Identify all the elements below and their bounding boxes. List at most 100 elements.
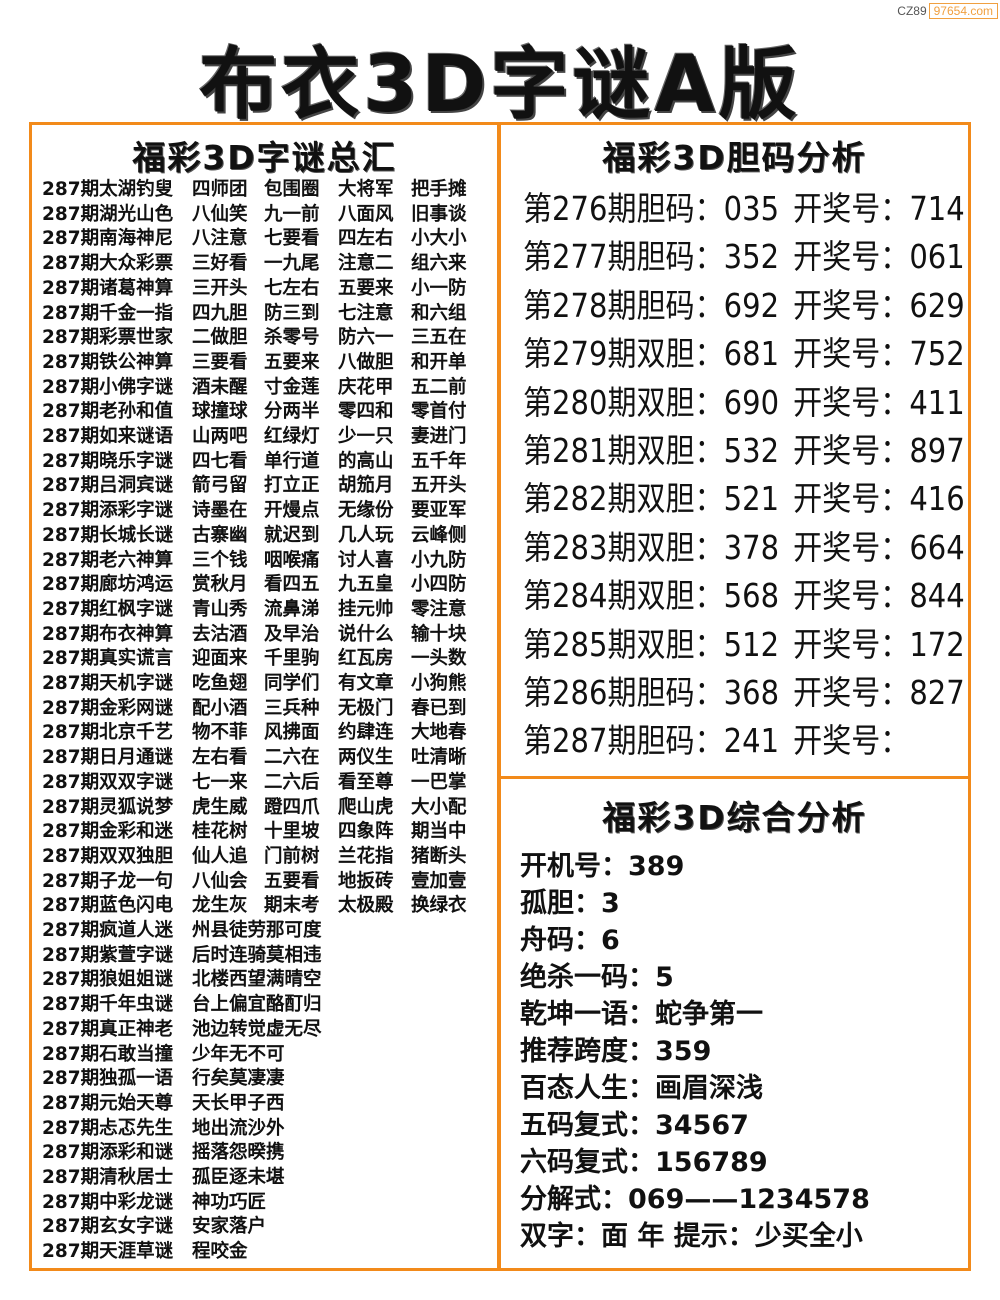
dan-label: 第284期双胆： <box>523 576 724 616</box>
riddle-clue: 几人玩 <box>338 524 394 546</box>
riddle-clue: 地出流沙外 <box>192 1117 285 1139</box>
riddle-source: 287期双双独胆 <box>42 845 174 867</box>
dan-code: 378 <box>723 527 780 567</box>
riddle-clue: 虎生威 <box>192 796 248 818</box>
prize-label: 开奖号： <box>793 431 910 470</box>
riddle-clue: 流鼻涕 <box>264 598 320 620</box>
riddle-source: 287期彩票世家 <box>42 327 174 349</box>
dan-code: 692 <box>723 285 780 325</box>
riddle-clue: 八仙会 <box>192 870 248 892</box>
riddle-clue: 青山秀 <box>192 598 248 620</box>
watermark-site[interactable]: 97654.com <box>928 3 998 19</box>
dan-code: 690 <box>723 382 780 422</box>
riddle-clue: 三五在 <box>411 327 467 349</box>
prize-number: 897 <box>909 431 965 470</box>
riddle-clue: 四左右 <box>338 228 394 250</box>
dan-row: 第286期胆码：368 开奖号：827 <box>523 671 965 715</box>
prize-label: 开奖号： <box>793 673 910 712</box>
summary-row: 舟码：6 <box>520 925 620 956</box>
dan-code: 035 <box>723 189 780 228</box>
prize-label: 开奖号： <box>793 576 910 616</box>
riddle-clue: 五要看 <box>264 870 320 892</box>
riddle-clue: 三个钱 <box>192 549 248 571</box>
riddle-clue: 小大小 <box>411 228 467 250</box>
riddle-source: 287期添彩字谜 <box>42 500 174 522</box>
riddle-clue: 看四五 <box>264 574 320 596</box>
riddle-clue: 安家落户 <box>192 1216 267 1238</box>
riddle-source: 287期灵狐说梦 <box>42 796 174 818</box>
riddle-source: 287期千年虫谜 <box>42 994 174 1016</box>
riddle-clue: 壹加壹 <box>411 870 467 892</box>
riddle-clue: 咽喉痛 <box>264 549 320 571</box>
riddle-summary-heading: 福彩3D字谜总汇 <box>132 138 397 177</box>
riddle-clue: 期当中 <box>411 821 467 843</box>
dan-code: 512 <box>723 624 780 664</box>
riddle-clue: 吐清晰 <box>411 747 467 769</box>
riddle-source: 287期大众彩票 <box>42 253 174 275</box>
dan-label: 第281期双胆： <box>523 431 724 470</box>
riddle-clue: 七注意 <box>338 302 394 324</box>
riddle-source: 287期真正神老 <box>42 1018 174 1040</box>
riddle-clue: 单行道 <box>264 450 320 472</box>
riddle-clue: 孤臣逐未堪 <box>192 1167 285 1188</box>
prize-label: 开奖号： <box>793 285 910 325</box>
riddle-source: 287期双双字谜 <box>42 771 174 793</box>
riddle-clue: 防六一 <box>338 327 394 349</box>
riddle-clue: 十里坡 <box>264 821 320 843</box>
riddle-clue: 七一来 <box>192 771 248 793</box>
riddle-source: 287期蓝色闪电 <box>42 895 174 917</box>
prize-number: 714 <box>909 189 965 228</box>
riddle-clue: 九一前 <box>264 203 320 225</box>
dan-analysis-panel: 福彩3D胆码分析 第276期胆码：035 开奖号：714 第277期胆码：352 开奖… <box>498 122 971 779</box>
riddle-source: 287期真实谎言 <box>42 648 174 670</box>
riddle-source: 287期诸葛神算 <box>42 277 174 299</box>
riddle-source: 287期独孤一语 <box>42 1068 174 1090</box>
riddle-source: 287期元始天尊 <box>42 1092 174 1114</box>
riddle-clue: 三开头 <box>192 277 248 299</box>
riddle-clue: 防三到 <box>264 302 320 324</box>
riddle-clue: 云峰侧 <box>411 524 467 546</box>
riddle-clue: 赏秋月 <box>192 574 248 596</box>
riddle-clue: 吃鱼翅 <box>192 673 248 694</box>
riddle-clue: 说什么 <box>338 623 394 645</box>
riddle-source: 287期玄女字谜 <box>42 1216 174 1238</box>
summary-row: 六码复式：156789 <box>520 1147 768 1178</box>
riddle-clue: 七左右 <box>264 277 320 299</box>
riddle-clue: 物不菲 <box>192 722 248 744</box>
riddle-clue: 的高山 <box>338 450 394 472</box>
riddle-source: 287期老六神算 <box>42 549 174 571</box>
riddle-clue: 四师团 <box>192 179 248 200</box>
dan-label: 第278期胆码： <box>523 285 724 325</box>
riddle-clue: 约肆连 <box>338 722 394 744</box>
riddle-clue: 少年无不可 <box>192 1043 285 1065</box>
riddle-source: 287期湖光山色 <box>42 203 174 225</box>
riddle-clue: 五要来 <box>264 351 320 373</box>
riddle-source: 287期铁公神算 <box>42 351 174 373</box>
riddle-clue: 旧事谈 <box>411 203 467 225</box>
riddle-source: 287期太湖钓叟 <box>42 179 174 200</box>
riddle-source: 287期金彩网谜 <box>42 697 174 719</box>
riddle-source: 287期红枫字谜 <box>42 598 174 620</box>
riddle-source: 287期吕洞宾谜 <box>42 475 174 497</box>
prize-number: 629 <box>909 285 965 325</box>
dan-code: 521 <box>723 479 780 519</box>
summary-row: 百态人生：画眉深浅 <box>520 1073 763 1104</box>
riddle-clue: 换绿衣 <box>411 895 467 917</box>
riddle-clue: 庆花甲 <box>338 376 394 398</box>
dan-code: 352 <box>723 237 780 277</box>
riddle-clue: 小九防 <box>411 549 467 571</box>
riddle-clue: 摇落怨暌携 <box>192 1142 285 1164</box>
riddle-clue: 大小配 <box>411 796 467 818</box>
riddle-source: 287期石敢当撞 <box>42 1043 174 1065</box>
dan-row: 第284期双胆：568 开奖号：844 <box>523 574 965 618</box>
riddle-source: 287期紫萱字谜 <box>42 944 174 966</box>
riddle-clue: 迎面来 <box>192 648 248 670</box>
riddle-clue: 期末考 <box>264 895 320 917</box>
riddle-clue: 红瓦房 <box>338 648 394 670</box>
summary-row: 乾坤一语：蛇争第一 <box>520 999 763 1030</box>
riddle-clue: 一巴掌 <box>411 771 467 793</box>
riddle-clue: 小一防 <box>411 277 467 299</box>
riddle-source: 287期布衣神算 <box>42 623 174 645</box>
riddle-clue: 妻进门 <box>411 426 467 447</box>
riddle-clue: 八做胆 <box>338 351 394 373</box>
